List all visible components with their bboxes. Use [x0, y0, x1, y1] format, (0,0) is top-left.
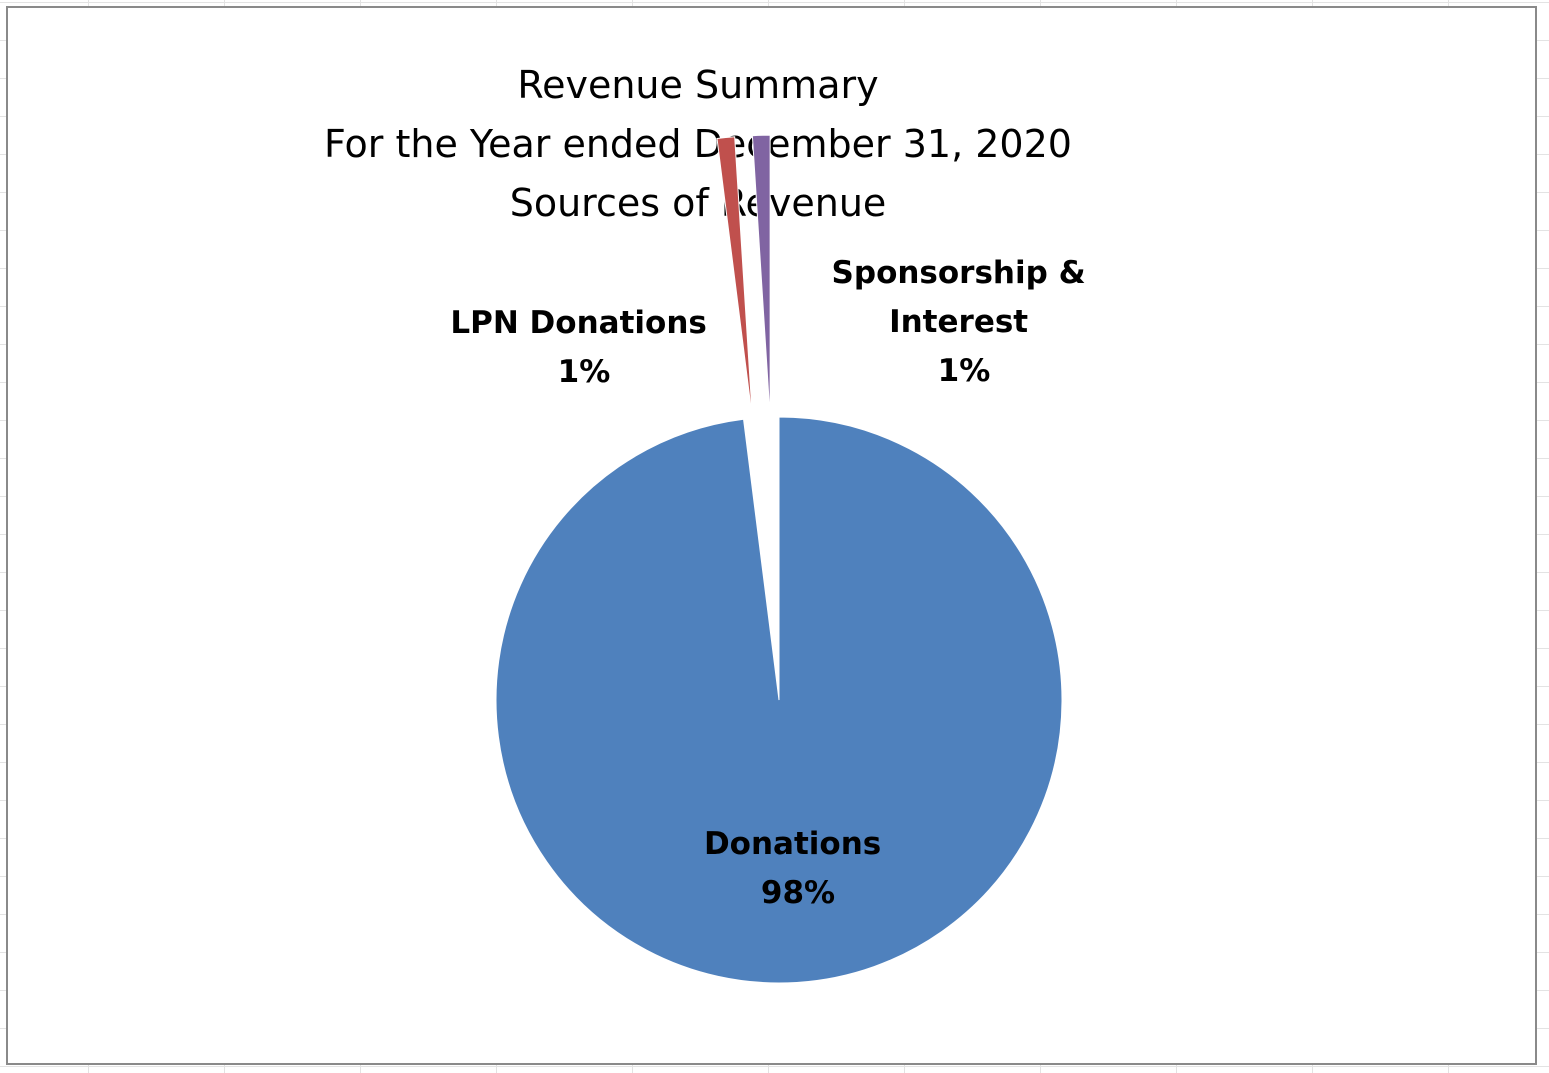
chart-title: Revenue Summary For the Year ended Decem… [0, 56, 1396, 233]
pie-slice-sponsorship-interest[interactable] [751, 134, 771, 419]
data-label-sponsorship-interest: Sponsorship & Interest 1% [832, 255, 1097, 389]
data-label-lpn-donations-percent: 1% [558, 354, 611, 390]
pie-slice-lpn-donations[interactable] [716, 136, 753, 420]
data-label-sponsorship-name-part2: Interest [889, 304, 1028, 340]
chart-title-line-2: For the Year ended December 31, 2020 [324, 122, 1072, 166]
chart-title-line-1: Revenue Summary [517, 63, 879, 107]
data-label-lpn-donations: LPN Donations 1% [450, 305, 717, 390]
data-label-sponsorship-interest-percent: 1% [938, 353, 991, 389]
data-label-donations-name: Donations [704, 826, 881, 862]
data-label-lpn-donations-name: LPN Donations [450, 305, 707, 341]
data-label-donations: Donations 98% [704, 826, 892, 911]
pie-slice-donations[interactable] [495, 416, 1063, 984]
chart-title-line-3: Sources of Revenue [509, 181, 887, 225]
data-label-sponsorship-name-part1: Sponsorship & [832, 255, 1086, 291]
data-label-donations-percent: 98% [761, 875, 835, 911]
